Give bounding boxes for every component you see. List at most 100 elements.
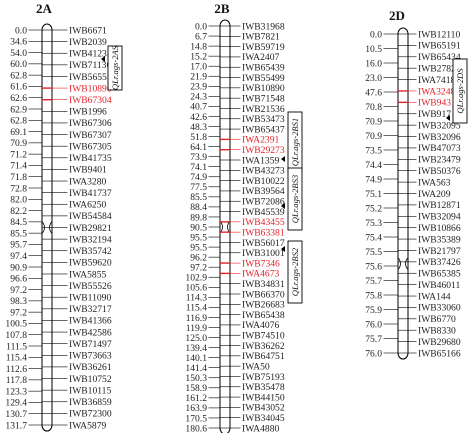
marker-label: IWB53473 — [242, 114, 285, 125]
marker-label: IWB50376 — [418, 166, 461, 177]
marker-label: IWA4076 — [242, 320, 280, 331]
position-label: 62.6 — [10, 93, 27, 104]
position-label: 88.4 — [190, 202, 207, 213]
marker-label: IWB56017 — [242, 238, 285, 249]
marker-label: IWB41366 — [69, 316, 112, 327]
position-label: 60.0 — [10, 59, 27, 70]
marker-label: IWB35742 — [69, 246, 112, 257]
position-label: 42.6 — [190, 112, 207, 123]
marker-label: IWB1996 — [69, 107, 107, 118]
qtl-2bs3: QLr.ags-2BS3 — [281, 167, 303, 231]
position-label: 0.0 — [370, 29, 382, 40]
qtl-box-2ds — [452, 58, 468, 124]
position-label: 73.9 — [190, 152, 207, 163]
position-label: 89.8 — [190, 212, 207, 223]
marker-label: IWB34831 — [242, 279, 285, 290]
marker-label: IWB6671 — [69, 25, 107, 36]
marker-label: IWB55499 — [242, 73, 285, 84]
position-label: 23.0 — [365, 73, 382, 84]
marker-label: IWA2407 — [242, 52, 280, 63]
position-label: 97.4 — [10, 251, 27, 262]
position-label: 102.9 — [185, 273, 207, 284]
marker-label: IWB47073 — [418, 143, 461, 154]
marker-label: IWB67304 — [69, 95, 112, 106]
marker-label: IWB29821 — [69, 223, 112, 234]
marker-label: IWB10890 — [242, 83, 285, 94]
position-label: 74.4 — [365, 160, 382, 171]
marker-label: IWB56555 — [69, 72, 112, 83]
position-label: 97.2 — [10, 307, 27, 318]
position-label: 62.8 — [10, 116, 27, 127]
position-label: 70.8 — [365, 102, 382, 113]
marker-label: IWB75193 — [242, 372, 285, 383]
qtl-label-2bs1: QLr.ags-2BS1 — [290, 118, 300, 166]
marker-label: IWB9401 — [69, 165, 107, 176]
position-label: 34.6 — [10, 37, 27, 48]
marker-label: IWB65166 — [418, 348, 461, 359]
position-label: 75.7 — [365, 276, 382, 287]
marker-label: IWB45539 — [242, 207, 285, 218]
marker-label: IWA209 — [418, 189, 451, 200]
position-label: 82.0 — [10, 195, 27, 206]
qtl-2as: QLr.ags-2AS — [101, 45, 123, 91]
position-label: 62.9 — [10, 104, 27, 115]
marker-label: IWB35389 — [418, 234, 461, 245]
qtl-arrow-2bs1 — [281, 156, 285, 162]
position-label: 24.3 — [190, 92, 207, 103]
position-label: 62.8 — [10, 70, 27, 81]
marker-label: IWB41735 — [69, 153, 112, 164]
position-label: 48.3 — [190, 122, 207, 133]
chromosome-title-2a: 2A — [36, 1, 53, 16]
position-label: 6.7 — [195, 31, 207, 42]
qtl-label-2bs2: QLr.ags-2BS2 — [290, 247, 300, 296]
position-label: 75.1 — [365, 189, 382, 200]
marker-label: IWA4880 — [242, 423, 280, 433]
marker-label: IWB65438 — [242, 310, 285, 321]
position-label: 73.5 — [365, 145, 382, 156]
position-label: 98.3 — [10, 296, 27, 307]
marker-label: IWB54584 — [69, 211, 112, 222]
position-label: 180.6 — [185, 423, 207, 433]
marker-label: IWB71136 — [69, 60, 111, 71]
marker-label: IWB43052 — [242, 403, 285, 414]
marker-label: IWB67307 — [69, 130, 112, 141]
marker-label: IWB72086 — [242, 197, 285, 208]
marker-label: IWB67306 — [69, 118, 112, 129]
qtl-arrow-2ds — [446, 115, 450, 121]
marker-label: IWB8330 — [418, 326, 456, 337]
position-label: 163.9 — [185, 403, 207, 414]
marker-label: IWA144 — [418, 291, 451, 302]
position-label: 0.0 — [15, 25, 27, 36]
marker-label: IWB55526 — [69, 281, 112, 292]
position-label: 115.4 — [186, 303, 207, 314]
marker-label: IWB66370 — [242, 289, 285, 300]
position-label: 116.9 — [186, 313, 207, 324]
position-label: 150.3 — [185, 373, 207, 384]
marker-label: IWB32096 — [418, 132, 461, 143]
marker-label: IWB36261 — [69, 362, 112, 373]
position-label: 97.2 — [10, 285, 27, 296]
marker-label: IWB12871 — [418, 200, 461, 211]
marker-label: IWA7418 — [418, 75, 456, 86]
chromosome-bar — [219, 19, 231, 433]
position-label: 23.9 — [190, 82, 207, 93]
position-label: 74.1 — [190, 162, 207, 173]
position-label: 17.0 — [190, 62, 207, 73]
marker-label: IWB64751 — [242, 351, 285, 362]
position-label: 140.1 — [185, 353, 207, 364]
marker-label: IWA3280 — [69, 176, 107, 187]
position-label: 77.5 — [190, 182, 207, 193]
marker-label: IWA5855 — [69, 269, 107, 280]
marker-label: IWB65434 — [418, 52, 461, 63]
marker-label: IWB72300 — [69, 409, 112, 420]
qtl-label-2bs3: QLr.ags-2BS3 — [290, 175, 300, 223]
position-label: 117.8 — [6, 375, 27, 386]
marker-label: IWB2039 — [69, 37, 107, 48]
marker-label: IWB59620 — [69, 258, 112, 269]
position-label: 131.7 — [5, 420, 27, 431]
marker-label: IWB33060 — [418, 303, 461, 314]
position-label: 75.8 — [365, 290, 382, 301]
chromosome-2b: 0.06.714.815.217.021.923.924.340.742.648… — [185, 19, 285, 433]
marker-label: IWB26683 — [242, 300, 285, 311]
marker-label: IWB917 — [418, 109, 451, 120]
